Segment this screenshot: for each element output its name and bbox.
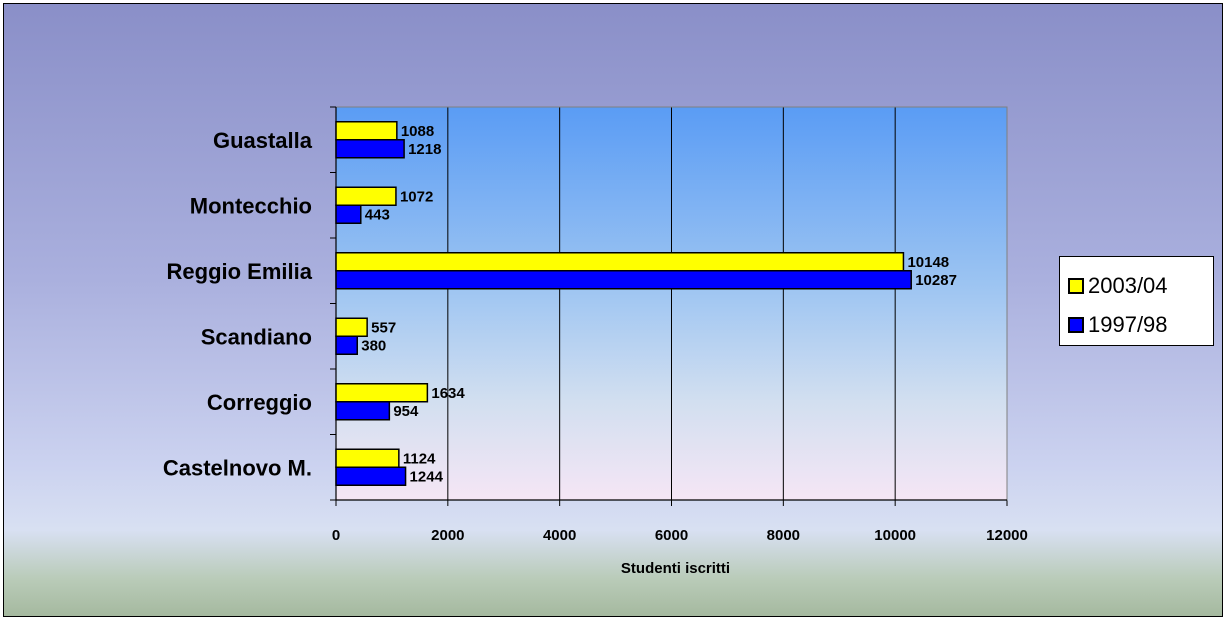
legend: 2003/04 1997/98 [1059,256,1214,346]
data-label: 1634 [431,385,465,402]
category-label: Reggio Emilia [167,259,313,284]
category-label: Scandiano [201,324,312,349]
x-tick-label: 4000 [543,527,576,544]
bar [335,252,905,272]
legend-swatch-2003-04 [1068,278,1084,294]
category-label: Guastalla [213,128,313,153]
bar [335,448,400,468]
data-label: 380 [361,337,386,354]
legend-label: 2003/04 [1088,273,1168,298]
bar [335,383,429,403]
legend-swatch-1997-98 [1068,317,1084,333]
data-label: 443 [365,206,390,223]
labels: 0 2000 4000 6000 8000 10000 12000 Guastalla 1088… [163,123,1028,544]
legend-item-2003-04: 2003/04 [1068,271,1168,301]
bar [335,466,407,486]
x-tick-label: 6000 [655,527,688,544]
bar [335,270,912,290]
bar [335,204,362,224]
data-label: 1088 [401,123,434,140]
bar [335,186,397,206]
x-tick-label: 2000 [431,527,464,544]
data-label: 1218 [408,141,441,158]
legend-label: 1997/98 [1088,312,1168,337]
data-label: 1124 [403,450,436,467]
data-label: 954 [393,403,419,420]
bar [335,401,391,421]
axes [330,106,1008,506]
bar [335,139,405,159]
data-label: 10148 [907,254,949,271]
category-label: Correggio [207,390,312,415]
category-label: Montecchio [190,193,312,218]
bar [335,335,358,355]
category-label: Castelnovo M. [163,455,312,480]
data-label: 10287 [915,272,957,289]
bar [335,121,398,141]
x-tick-label: 0 [332,527,340,544]
data-label: 557 [371,319,396,336]
data-label: 1244 [410,468,444,485]
x-tick-label: 8000 [767,527,800,544]
x-tick-label: 10000 [874,527,916,544]
legend-item-1997-98: 1997/98 [1068,310,1168,340]
x-tick-label: 12000 [986,527,1028,544]
x-axis-title: Studenti iscritti [621,560,730,577]
bars [335,121,912,486]
data-label: 1072 [400,188,433,205]
bar [335,317,368,337]
